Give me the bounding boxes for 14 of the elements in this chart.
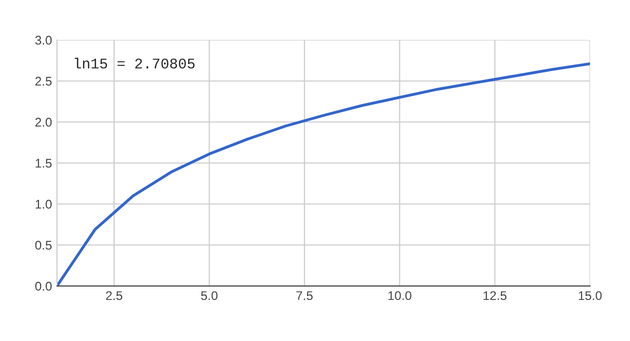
y-tick-label: 3.0 [35,36,52,45]
x-tick-label: 2.5 [106,291,122,300]
annotation: ln15 = 2.70805 [74,58,195,69]
y-tick-label: 1.5 [36,158,52,168]
x-tick-label: 10.0 [388,291,412,300]
x-tick-label: 15.0 [578,291,602,300]
y-tick-label: 0.5 [35,240,52,250]
y-tick-label: 0.0 [35,282,52,291]
x-tick-label: 7.5 [296,291,313,300]
x-tick-label: 5.0 [201,291,218,300]
y-tick-label: 2.0 [35,118,52,127]
x-tick-label: 12.5 [484,291,506,300]
y-tick-label: 1.0 [36,200,52,209]
y-tick-label: 2.5 [35,76,52,86]
